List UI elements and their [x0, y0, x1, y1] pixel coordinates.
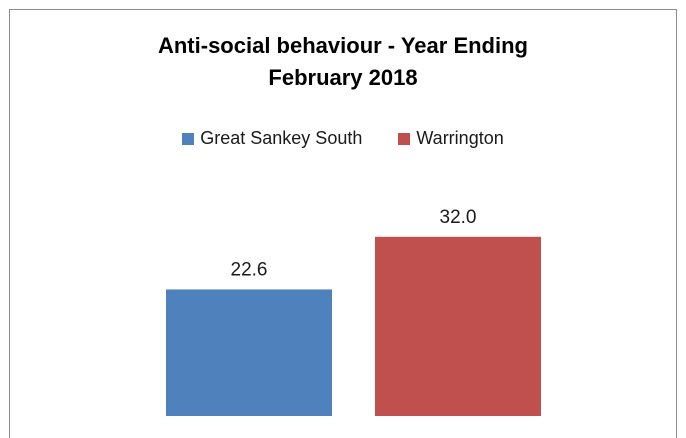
legend-item-great-sankey-south: Great Sankey South — [182, 128, 362, 149]
data-label-warrington: 32.0 — [440, 207, 477, 228]
bar-warrington — [375, 236, 541, 416]
legend-swatch-warrington — [398, 132, 411, 145]
chart-title-line-2: February 2018 — [268, 65, 418, 90]
chart-title: Anti-social behaviour - Year Ending Febr… — [0, 30, 686, 94]
legend-item-warrington: Warrington — [398, 128, 504, 149]
chart-frame — [9, 9, 677, 438]
chart-title-line-1: Anti-social behaviour - Year Ending — [157, 33, 528, 58]
bar-great-sankey-south — [166, 289, 332, 416]
legend-label-great-sankey-south: Great Sankey South — [200, 128, 363, 148]
legend-label-warrington: Warrington — [416, 128, 504, 148]
legend-swatch-great-sankey-south — [182, 132, 195, 145]
legend: Great Sankey South Warrington — [0, 128, 686, 149]
data-label-great-sankey-south: 22.6 — [231, 259, 268, 280]
